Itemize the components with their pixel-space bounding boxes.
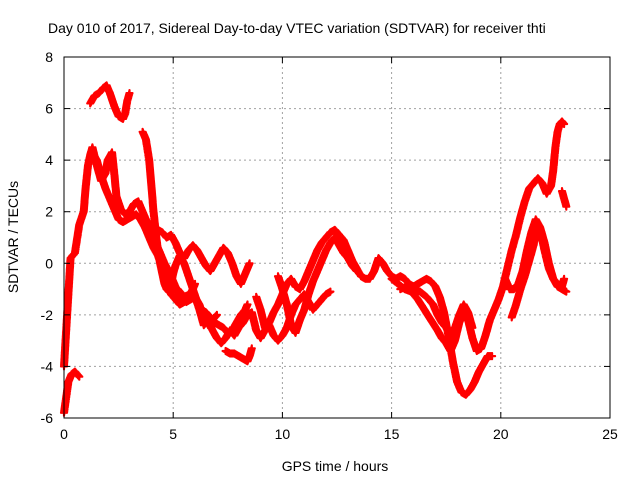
y-tick-label: -6 [41, 410, 54, 426]
x-tick-label: 15 [384, 426, 400, 442]
chart-title: Day 010 of 2017, Sidereal Day-to-day VTE… [48, 20, 546, 36]
series-arc-8 [221, 344, 256, 366]
series-arc-6 [153, 225, 254, 288]
series-markers [273, 233, 361, 337]
y-axis-label: SDTVAR / TECUs [5, 181, 21, 293]
x-tick-label: 10 [275, 426, 291, 442]
series-arc-3 [86, 81, 134, 123]
y-tick-label: -2 [41, 307, 54, 323]
y-tick-label: -4 [41, 358, 54, 374]
series-markers [396, 282, 477, 340]
x-tick-label: 5 [169, 426, 177, 442]
x-tick-label: 20 [493, 426, 509, 442]
tick-labels: 0 5 10 15 20 25 -6 -4 -2 0 2 4 6 8 [41, 49, 618, 442]
series-markers [507, 220, 571, 322]
axis-ticks [63, 56, 611, 419]
series-markers [153, 225, 254, 288]
x-axis-label: GPS time / hours [282, 458, 389, 474]
x-tick-label: 0 [60, 426, 68, 442]
y-tick-label: 6 [45, 101, 53, 117]
series-arc-2 [59, 143, 221, 371]
series-markers [59, 143, 221, 371]
plot-frame [63, 56, 611, 419]
series-arc-15 [557, 187, 571, 211]
y-tick-label: 8 [45, 49, 53, 65]
x-tick-label: 25 [602, 426, 618, 442]
data-series-layer [59, 81, 571, 417]
y-tick-label: 4 [45, 152, 53, 168]
series-arc-14 [507, 220, 571, 322]
series-markers [557, 187, 571, 211]
y-tick-label: 0 [45, 255, 53, 271]
series-markers [86, 81, 134, 123]
series-arc-12 [396, 282, 477, 340]
y-tick-label: 2 [45, 204, 53, 220]
series-markers [221, 344, 256, 366]
series-arc-10 [273, 233, 361, 337]
